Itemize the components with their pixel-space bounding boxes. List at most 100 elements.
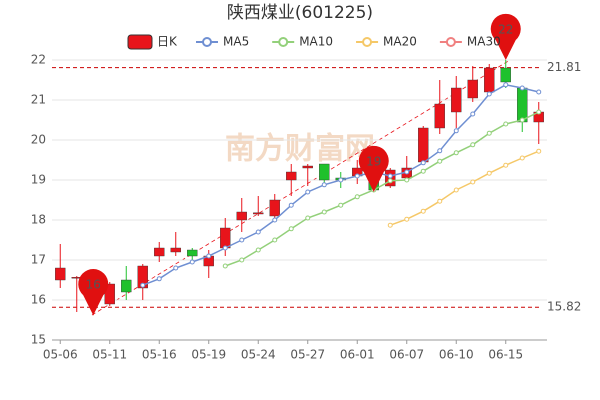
x-tick-label: 05-06 <box>43 348 78 362</box>
chart-title: 陕西煤业(601225) <box>227 3 373 23</box>
ma-point <box>239 257 245 263</box>
ma-point <box>536 89 542 95</box>
legend-swatch <box>202 37 212 47</box>
ma-point <box>354 194 360 200</box>
ma-point <box>387 173 393 179</box>
ma-point <box>453 187 459 193</box>
ma-point <box>239 237 245 243</box>
candle-body <box>434 103 445 129</box>
y-tick-label: 18 <box>31 213 46 227</box>
candle-body <box>187 249 198 257</box>
ma-point <box>486 130 492 136</box>
y-tick-label: 21 <box>31 93 46 107</box>
ma-point <box>470 142 476 148</box>
marker-label: 19 <box>366 155 381 169</box>
ma-point <box>305 215 311 221</box>
ma-point <box>420 160 426 166</box>
candle-body <box>55 267 66 281</box>
ma-point <box>404 177 410 183</box>
ma-point <box>189 259 195 265</box>
ma-point <box>503 82 509 88</box>
ma-point <box>437 158 443 164</box>
candle-body <box>484 67 495 93</box>
candle-body <box>319 163 330 181</box>
ma-point <box>519 85 525 91</box>
x-tick-label: 05-24 <box>241 348 276 362</box>
x-tick-label: 06-15 <box>488 348 523 362</box>
marker-pin <box>490 13 521 61</box>
marker-pin <box>78 269 109 316</box>
ma-point <box>387 222 393 228</box>
marker-label: 16 <box>86 278 101 292</box>
ma-point <box>486 91 492 97</box>
ma-point <box>288 202 294 208</box>
legend-swatch <box>445 37 456 47</box>
trend-line <box>91 59 511 316</box>
ma-point <box>470 179 476 185</box>
legend-swatch <box>362 37 373 47</box>
ma-point <box>222 263 228 269</box>
ma-line <box>389 150 540 226</box>
ma-point <box>305 189 311 195</box>
ma-point <box>420 168 426 174</box>
ma-point <box>503 162 509 168</box>
ma-point <box>470 111 476 117</box>
candle-body <box>418 127 429 163</box>
y-tick-label: 15 <box>31 333 46 347</box>
ma-point <box>206 253 212 259</box>
ma-line <box>224 111 540 267</box>
ma-point <box>420 208 426 214</box>
candle-body <box>220 227 231 249</box>
ma-point <box>288 226 294 232</box>
x-tick-label: 06-01 <box>340 348 375 362</box>
ma-point <box>486 170 492 176</box>
x-tick-label: 05-19 <box>191 348 226 362</box>
legend-label: MA20 <box>383 35 417 49</box>
y-tick-label: 22 <box>31 53 46 67</box>
ma-point <box>255 229 261 235</box>
x-tick-label: 05-16 <box>142 348 177 362</box>
ma-point <box>404 169 410 175</box>
ma-point <box>437 198 443 204</box>
legend-label: MA5 <box>223 35 249 49</box>
ma-point <box>536 148 542 154</box>
ma-point <box>536 109 542 115</box>
legend-swatch <box>127 34 153 50</box>
ma-point <box>140 282 146 288</box>
x-tick-label: 05-11 <box>92 348 127 362</box>
ma-point <box>272 217 278 223</box>
ma-point <box>503 121 509 127</box>
candle-body <box>451 87 462 113</box>
ma-point <box>453 128 459 134</box>
ma-point <box>519 117 525 123</box>
ma-point <box>255 247 261 253</box>
candle-body <box>137 265 148 289</box>
ma-point <box>321 209 327 215</box>
ma-point <box>338 177 344 183</box>
candle-body <box>302 165 313 169</box>
candle-body <box>154 247 165 257</box>
y-tick-label: 16 <box>31 293 46 307</box>
x-tick-label: 06-10 <box>439 348 474 362</box>
candle-body <box>517 87 528 123</box>
ma-point <box>321 182 327 188</box>
candle-body <box>500 67 511 83</box>
ma-point <box>387 178 393 184</box>
y-tick-label: 17 <box>31 253 46 267</box>
candle-body <box>253 212 264 215</box>
candle-body <box>121 279 132 293</box>
ma-point <box>173 265 179 271</box>
ma-point <box>272 237 278 243</box>
y-tick-label: 20 <box>31 133 46 147</box>
ma-point <box>222 245 228 251</box>
marker-label: 22 <box>498 23 513 37</box>
ma-point <box>437 148 443 154</box>
legend-swatch <box>278 37 289 47</box>
ma-point <box>354 173 360 179</box>
candle-body <box>170 247 181 253</box>
marker-pin <box>358 145 389 192</box>
x-tick-label: 05-27 <box>290 348 325 362</box>
legend-label: 日K <box>157 35 178 49</box>
x-tick-label: 06-07 <box>389 348 424 362</box>
